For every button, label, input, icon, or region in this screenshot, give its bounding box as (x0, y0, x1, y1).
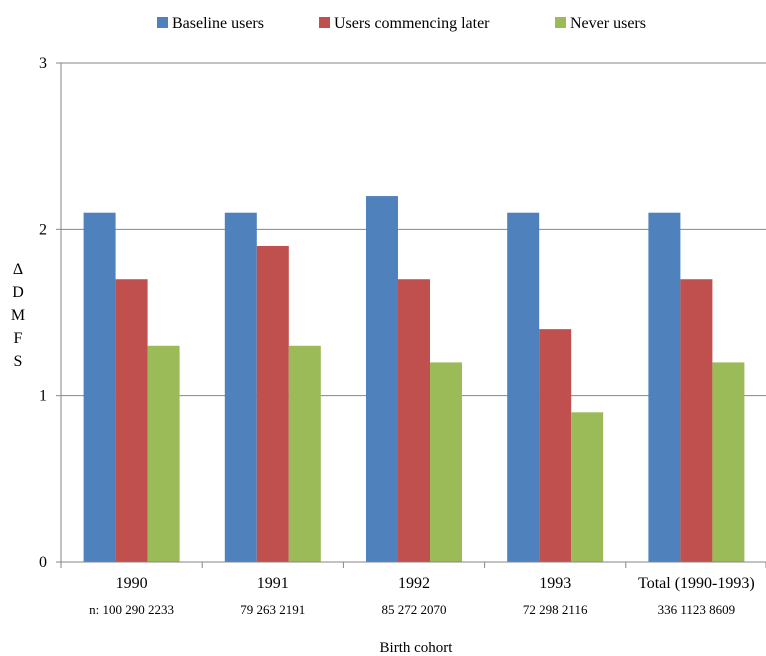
bar (430, 362, 462, 562)
x-axis-label: Birth cohort (380, 640, 454, 656)
sample-size-label: 336 1123 8609 (658, 602, 736, 617)
x-tick-label: Total (1990-1993) (638, 575, 755, 592)
bar (224, 212, 257, 562)
axes (56, 62, 766, 568)
bars (83, 196, 745, 563)
bar (256, 245, 289, 562)
legend-swatch (319, 17, 330, 28)
sample-size-labels: n: 100 290 2233 79 263 2191 85 272 2070 72 … (89, 602, 735, 617)
legend-swatch (555, 17, 566, 28)
bar (115, 279, 148, 562)
bar (680, 279, 713, 562)
legend: Baseline users Users commencing later Neve… (157, 15, 646, 32)
y-tick-label: 3 (39, 55, 47, 72)
bar (648, 212, 681, 562)
sample-size-label: 79 263 2191 (240, 602, 305, 617)
bar (147, 345, 180, 562)
bar (288, 345, 321, 562)
y-tick-label: 0 (39, 554, 47, 571)
x-tick-label: 1991 (257, 575, 289, 592)
bar (366, 196, 398, 563)
legend-swatch (157, 17, 168, 28)
y-axis-label-char: S (14, 353, 23, 370)
bar (398, 279, 430, 562)
legend-label: Never users (570, 15, 646, 32)
legend-label: Users commencing later (334, 15, 490, 32)
sample-size-label: 72 298 2116 (523, 602, 588, 617)
x-tick-labels: 1990 1991 1992 1993 Total (1990-1993) (116, 575, 755, 592)
bar (712, 362, 745, 562)
sample-size-label: n: 100 290 2233 (89, 602, 174, 617)
bar (571, 412, 604, 562)
sample-size-label: 85 272 2070 (382, 602, 447, 617)
y-tick-label: 2 (39, 221, 47, 238)
bar (83, 212, 116, 562)
y-tick-labels: 0 1 2 3 (39, 55, 47, 571)
y-axis-label-char: Δ (13, 261, 23, 278)
x-tick-label: 1990 (116, 575, 148, 592)
legend-label: Baseline users (172, 15, 264, 32)
x-tick-label: 1992 (398, 575, 430, 592)
y-axis-label-char: D (12, 284, 24, 301)
y-axis-label-char: F (14, 330, 23, 347)
x-tick-label: 1993 (539, 575, 571, 592)
y-axis-label-char: M (11, 307, 25, 324)
bar (507, 212, 540, 562)
y-tick-label: 1 (39, 388, 47, 405)
bar (539, 329, 572, 562)
